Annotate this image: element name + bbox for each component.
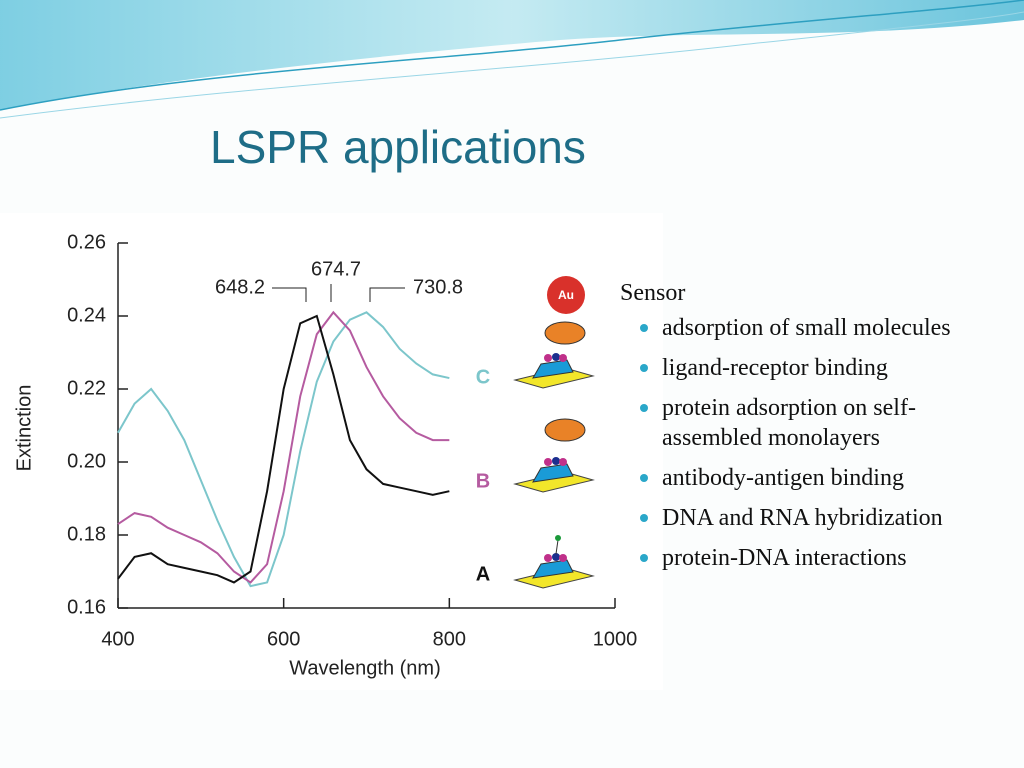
annotation-leader xyxy=(272,287,307,302)
y-tick-label: 0.24 xyxy=(67,304,106,326)
list-item: ligand-receptor binding xyxy=(640,353,982,383)
x-axis-label: Wavelength (nm) xyxy=(289,657,441,679)
list-item: adsorption of small molecules xyxy=(640,313,982,343)
legend-label: C xyxy=(476,366,490,388)
y-tick-label: 0.16 xyxy=(67,596,106,618)
list-item: protein-DNA interactions xyxy=(640,543,982,573)
bullet-list: Sensor adsorption of small molecules liga… xyxy=(620,280,1024,583)
svg-text:Au: Au xyxy=(558,288,574,302)
annotation-leader xyxy=(369,287,405,302)
y-tick-label: 0.22 xyxy=(67,377,106,399)
slide-title: LSPR applications xyxy=(210,121,586,173)
y-tick-label: 0.20 xyxy=(67,450,106,472)
list-heading: Sensor xyxy=(620,280,686,306)
x-tick-label: 1000 xyxy=(593,628,638,650)
x-tick-label: 800 xyxy=(433,628,466,650)
legend-label: A xyxy=(476,563,490,585)
list-item: protein adsorption on self-assembled mon… xyxy=(640,393,982,453)
sensor-icons: Au xyxy=(513,276,595,589)
list-item: antibody-antigen binding xyxy=(640,463,982,493)
series-line xyxy=(117,311,450,588)
annotation: 730.8 xyxy=(413,276,463,298)
header-line xyxy=(0,11,1024,119)
annotation: 674.7 xyxy=(311,258,361,280)
y-axis-label: Extinction xyxy=(13,385,35,472)
header-line xyxy=(0,0,1024,111)
y-tick-label: 0.18 xyxy=(67,523,106,545)
series-line xyxy=(117,310,450,584)
x-tick-label: 600 xyxy=(267,628,300,650)
y-tick-label: 0.26 xyxy=(67,231,106,253)
annotation: 648.2 xyxy=(215,276,265,298)
legend-label: B xyxy=(476,470,490,492)
header-wave xyxy=(0,0,1024,110)
list-item: DNA and RNA hybridization xyxy=(640,503,982,533)
series-line xyxy=(117,314,450,584)
list-items: adsorption of small molecules ligand-rece… xyxy=(620,313,982,573)
x-tick-label: 400 xyxy=(101,628,134,650)
